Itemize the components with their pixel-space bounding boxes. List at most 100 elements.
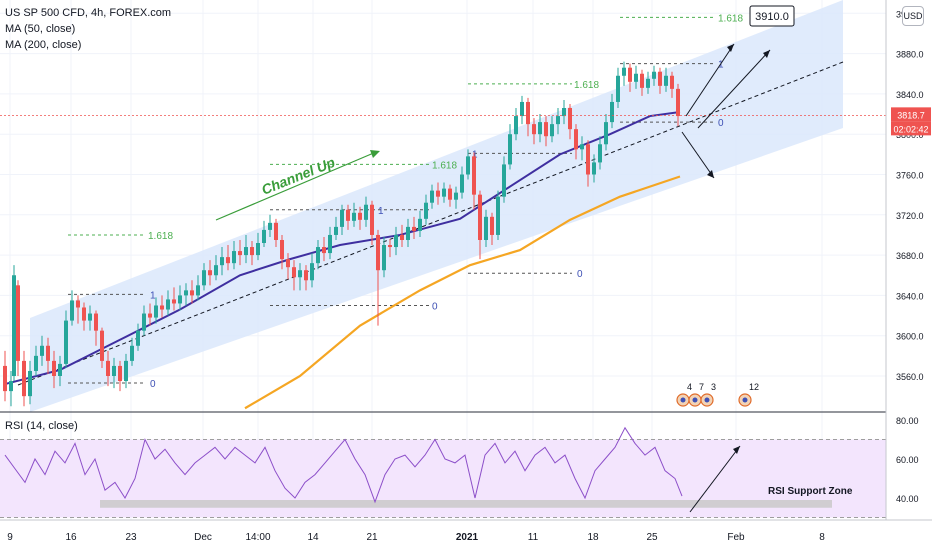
candle-body bbox=[394, 234, 398, 248]
candle-body bbox=[178, 295, 182, 304]
candle-body bbox=[22, 360, 26, 397]
candle-body bbox=[202, 270, 206, 286]
currency-button[interactable]: USD bbox=[902, 6, 924, 26]
time-tick-label: 25 bbox=[646, 532, 658, 543]
candle-body bbox=[676, 88, 680, 117]
candle-body bbox=[310, 263, 314, 281]
time-tick-label: 9 bbox=[7, 532, 13, 543]
time-tick-label: 14 bbox=[307, 532, 319, 543]
rsi-tick-label: 60.00 bbox=[896, 455, 919, 465]
candle-body bbox=[286, 259, 290, 268]
ma200-legend: MA (200, close) bbox=[5, 39, 82, 51]
candle-body bbox=[448, 188, 452, 200]
fib-level-label: 0 bbox=[718, 118, 724, 129]
time-tick-label: 21 bbox=[366, 532, 378, 543]
candle-body bbox=[58, 363, 62, 376]
event-flag-dot bbox=[704, 397, 710, 403]
candle-body bbox=[256, 243, 260, 256]
time-tick-label: 2021 bbox=[456, 532, 479, 543]
candle-body bbox=[376, 234, 380, 271]
time-tick-label: 16 bbox=[65, 532, 77, 543]
candle-body bbox=[628, 67, 632, 82]
time-tick-label: 14:00 bbox=[245, 532, 270, 543]
candle-body bbox=[418, 218, 422, 231]
candle-body bbox=[334, 226, 338, 235]
candle-body bbox=[136, 330, 140, 346]
candle-body bbox=[514, 116, 518, 135]
candle-body bbox=[196, 285, 200, 296]
fib-level-label: 1.618 bbox=[574, 80, 599, 91]
candle-body bbox=[412, 226, 416, 231]
candle-body bbox=[12, 275, 16, 376]
price-tick-label: 3720.0 bbox=[896, 211, 924, 221]
candle-body bbox=[502, 164, 506, 197]
candle-body bbox=[100, 330, 104, 361]
candle-body bbox=[658, 71, 662, 86]
target-arrow-head bbox=[763, 50, 770, 58]
event-flag-dot bbox=[742, 397, 748, 403]
candle-body bbox=[106, 360, 110, 376]
candle-body bbox=[478, 194, 482, 240]
candle-body bbox=[190, 290, 194, 296]
candle-body bbox=[226, 257, 230, 264]
candle-body bbox=[604, 122, 608, 145]
candle-body bbox=[556, 116, 560, 125]
candle-body bbox=[586, 144, 590, 175]
event-flag-label: 12 bbox=[749, 382, 759, 392]
candle-body bbox=[124, 360, 128, 382]
candle-body bbox=[172, 299, 176, 304]
time-tick-label: 11 bbox=[528, 532, 539, 543]
candle-body bbox=[298, 270, 302, 278]
target-arrow bbox=[685, 43, 735, 117]
price-tick-label: 3760.0 bbox=[896, 171, 924, 181]
price-tick-label: 3600.0 bbox=[896, 332, 924, 342]
candle-body bbox=[454, 192, 458, 200]
rsi-tick-label: 40.00 bbox=[896, 494, 919, 504]
price-tick-label: 3560.0 bbox=[896, 372, 924, 382]
candle-body bbox=[316, 247, 320, 264]
candle-body bbox=[250, 247, 254, 256]
candle-body bbox=[664, 75, 668, 86]
fib-level-label: 0 bbox=[432, 301, 438, 312]
ma50-legend: MA (50, close) bbox=[5, 23, 76, 35]
candle-body bbox=[46, 345, 50, 361]
channel-band bbox=[30, 0, 843, 412]
candle-body bbox=[52, 360, 56, 376]
candle-body bbox=[154, 305, 158, 318]
candle-body bbox=[238, 251, 242, 256]
legend: US SP 500 CFD, 4h, FOREX.com MA (50, clo… bbox=[5, 5, 171, 53]
countdown-tag bbox=[891, 121, 931, 136]
rsi-support-label: RSI Support Zone bbox=[768, 486, 853, 497]
channel-midline bbox=[17, 61, 844, 386]
ma50-line bbox=[4, 111, 681, 386]
event-flag-dot bbox=[692, 397, 698, 403]
candle-body bbox=[622, 67, 626, 76]
time-tick-label: 23 bbox=[125, 532, 137, 543]
candle-body bbox=[346, 209, 350, 221]
candle-body bbox=[76, 300, 80, 308]
fib-level-label: 0 bbox=[577, 269, 583, 280]
price-tick-label: 3840.0 bbox=[896, 90, 924, 100]
candle-body bbox=[574, 129, 578, 150]
candle-body bbox=[544, 122, 548, 137]
target-label: 3910.0 bbox=[755, 11, 789, 23]
candle-body bbox=[142, 313, 146, 331]
candle-body bbox=[526, 101, 530, 125]
candle-body bbox=[436, 190, 440, 197]
target-arrow bbox=[697, 49, 771, 129]
candle-body bbox=[148, 313, 152, 318]
candle-body bbox=[160, 305, 164, 310]
candle-body bbox=[322, 247, 326, 254]
candle-body bbox=[70, 300, 74, 321]
candle-body bbox=[328, 234, 332, 254]
rsi-legend: RSI (14, close) bbox=[5, 420, 78, 432]
candle-body bbox=[496, 196, 500, 235]
candle-body bbox=[400, 234, 404, 240]
time-tick-label: 18 bbox=[587, 532, 599, 543]
candle-body bbox=[568, 108, 572, 130]
candle-body bbox=[274, 222, 278, 240]
candle-body bbox=[16, 285, 20, 361]
candle-body bbox=[610, 101, 614, 123]
fib-level-label: 1 bbox=[378, 206, 384, 217]
